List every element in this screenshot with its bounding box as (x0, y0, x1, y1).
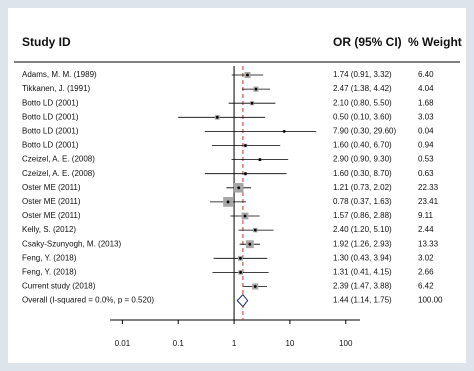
or-label: 2.39 (1.47, 3.88) (333, 282, 392, 291)
study-name: Botto LD (2001) (22, 98, 79, 107)
header-weight: % Weight (408, 35, 462, 49)
weight-label: 0.53 (418, 155, 434, 164)
weight-label: 23.41 (418, 197, 439, 206)
study-name: Czeizel, A. E. (2008) (22, 155, 95, 164)
study-name: Botto LD (2001) (22, 141, 79, 150)
or-label: 1.30 (0.43, 3.94) (333, 253, 392, 262)
point-estimate (246, 73, 249, 77)
point-estimate (258, 158, 262, 162)
x-tick-label: 0.1 (173, 339, 185, 348)
or-label: 2.90 (0.90, 9.30) (333, 155, 392, 164)
weight-label: 9.11 (418, 211, 434, 220)
overall-diamond (236, 293, 249, 308)
or-label: 1.74 (0.91, 3.32) (333, 70, 392, 79)
or-label: 2.40 (1.20, 5.10) (333, 225, 392, 234)
point-estimate (250, 101, 254, 105)
weight-label: 0.94 (418, 141, 434, 150)
study-name: Feng, Y. (2018) (22, 268, 77, 277)
study-name: Oster ME (2011) (22, 211, 81, 220)
overall-name: Overall (I-squared = 0.0%, p = 0.520) (22, 296, 154, 305)
or-label: 2.47 (1.38, 4.42) (333, 84, 392, 93)
study-name: Oster ME (2011) (22, 197, 81, 206)
x-tick-label: 100 (339, 339, 353, 348)
header-or: OR (95% CI) (333, 35, 402, 49)
study-name: Feng, Y. (2018) (22, 253, 77, 262)
header-study: Study ID (22, 35, 71, 49)
point-estimate (253, 285, 257, 288)
study-name: Kelly, S. (2012) (22, 225, 76, 234)
or-label: 1.21 (0.73, 2.02) (333, 183, 392, 192)
point-estimate (239, 271, 243, 274)
or-label: 2.10 (0.80, 5.50) (333, 98, 392, 107)
weight-label: 22.33 (418, 183, 439, 192)
overall-or-label: 1.44 (1.14, 1.75) (333, 296, 392, 305)
point-estimate (239, 256, 242, 260)
weight-label: 1.68 (418, 98, 434, 107)
or-label: 1.92 (1.26, 2.93) (333, 239, 392, 248)
study-name: Czeizel, A. E. (2008) (22, 169, 95, 178)
or-label: 1.60 (0.30, 8.70) (333, 169, 392, 178)
or-label: 7.90 (0.30, 29.60) (333, 127, 396, 136)
weight-label: 0.63 (418, 169, 434, 178)
overall-weight-label: 100.00 (418, 296, 443, 305)
study-name: Tikkanen, J. (1991) (22, 84, 91, 93)
or-label: 0.78 (0.37, 1.63) (333, 197, 392, 206)
weight-label: 6.40 (418, 70, 434, 79)
point-estimate (244, 144, 247, 147)
or-label: 1.31 (0.41, 4.15) (333, 268, 392, 277)
point-estimate (243, 214, 247, 218)
weight-label: 13.33 (418, 239, 439, 248)
study-name: Csaky-Szunyogh, M. (2013) (22, 239, 121, 248)
x-tick-label: 0.01 (115, 339, 131, 348)
x-tick-label: 10 (285, 339, 294, 348)
or-label: 1.60 (0.40, 6.70) (333, 141, 392, 150)
weight-label: 3.03 (418, 112, 434, 121)
study-name: Oster ME (2011) (22, 183, 81, 192)
weight-label: 3.02 (418, 253, 434, 262)
point-estimate (282, 130, 286, 133)
point-estimate (237, 186, 241, 190)
x-tick-label: 1 (232, 339, 237, 348)
weight-label: 4.04 (418, 84, 434, 93)
point-estimate (215, 115, 219, 119)
point-estimate (254, 87, 258, 91)
study-name: Current study (2018) (22, 282, 96, 291)
point-estimate (253, 228, 257, 232)
or-label: 0.50 (0.10, 3.60) (333, 112, 392, 121)
point-estimate (244, 172, 247, 176)
weight-label: 2.44 (418, 225, 434, 234)
point-estimate (248, 242, 252, 246)
weight-label: 2.66 (418, 268, 434, 277)
study-name: Botto LD (2001) (22, 112, 79, 121)
weight-label: 6.42 (418, 282, 434, 291)
point-estimate (226, 200, 230, 204)
study-name: Adams, M. M. (1989) (22, 70, 97, 79)
or-label: 1.57 (0.86, 2.88) (333, 211, 392, 220)
study-name: Botto LD (2001) (22, 127, 79, 136)
weight-label: 0.04 (418, 127, 434, 136)
